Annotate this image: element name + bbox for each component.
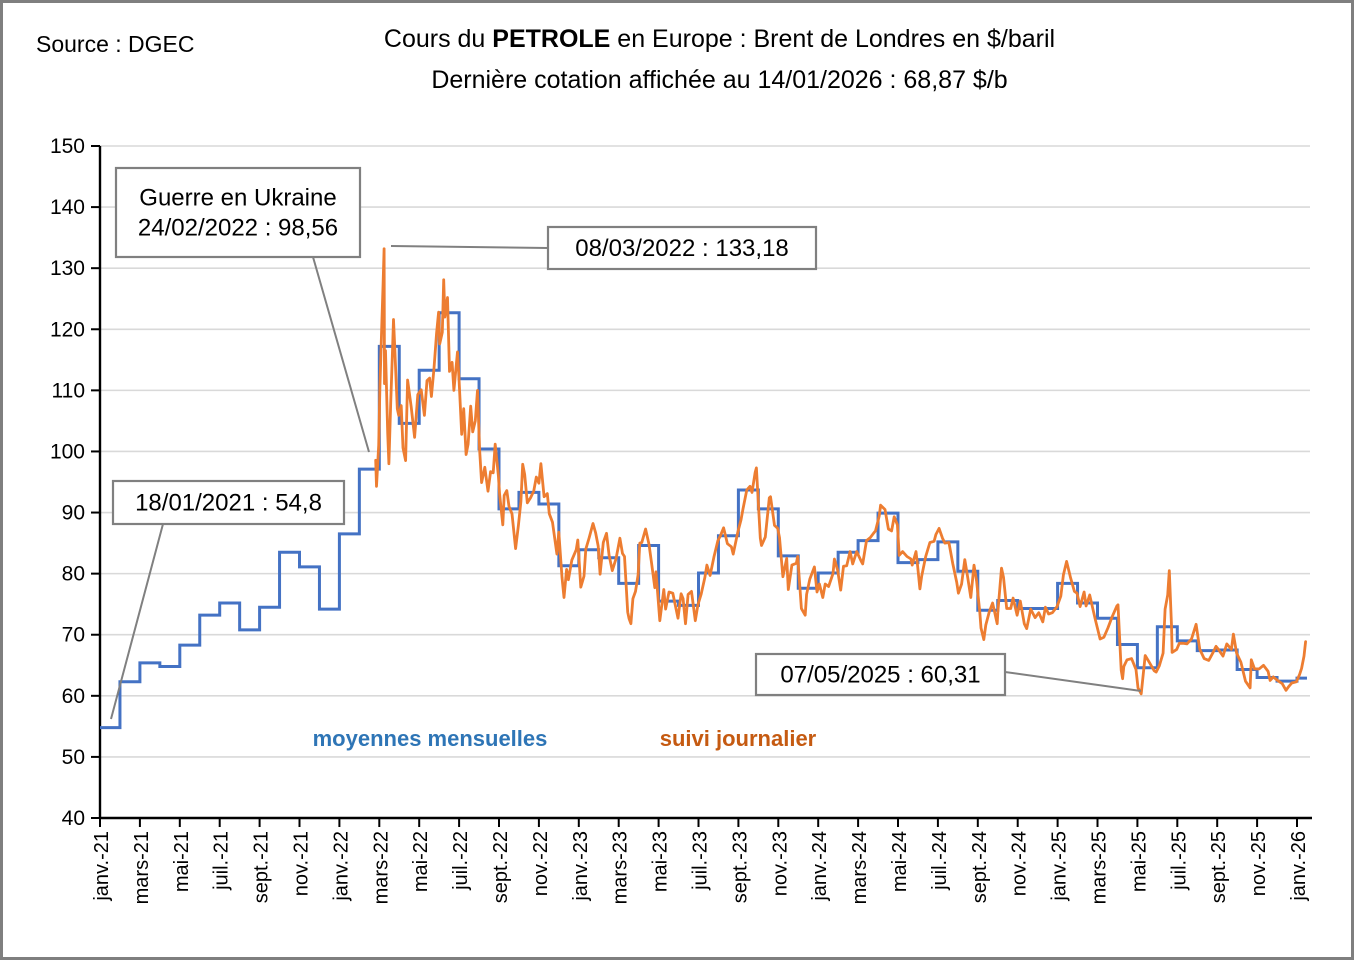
x-axis-tick-label: juil.-21 (211, 831, 233, 891)
title-prefix: Cours du (383, 25, 493, 53)
annotation-box (111, 479, 346, 526)
y-axis-tick-label: 50 (62, 746, 85, 769)
annotation-leader-ukraine (312, 256, 370, 453)
legend-label-monthly: moyennes mensuelles (313, 726, 548, 751)
y-axis-tick-label: 140 (50, 196, 85, 219)
x-axis-tick-label: mai-25 (1128, 831, 1150, 892)
annotation-box (546, 225, 818, 271)
x-axis-tick-label: mars-21 (131, 831, 153, 904)
chart-title: Cours du PETROLE en Europe : Brent de Lo… (98, 27, 1341, 52)
annotation-box (114, 166, 362, 259)
price-chart: 40 50 60 70 80 90 100 110 120 130 140 150 janv.-21 ma… (50, 135, 1312, 904)
x-axis-tick-label: sept.-22 (490, 831, 512, 903)
annotation-text: Guerre en Ukraine (139, 185, 336, 212)
annotation-leader-low-2025 (1004, 671, 1142, 692)
annotation-leader-start-2021 (110, 523, 164, 720)
source-label: Source : DGEC (36, 31, 195, 57)
title-block: Cours du PETROLE en Europe : Brent de Lo… (98, 27, 1341, 95)
x-axis-tick-label: janv.-23 (570, 831, 592, 902)
x-axis-tick-label: janv.-26 (1288, 831, 1310, 902)
x-axis-tick-label: mai-22 (410, 831, 432, 892)
title-bold: PETROLE (492, 25, 611, 53)
y-axis-tick-label: 40 (62, 807, 85, 830)
annotation-text: 18/01/2021 : 54,8 (135, 490, 322, 517)
annotation-low-2025: 07/05/2025 : 60,31 (754, 652, 1007, 697)
x-axis-tick-label: mars-24 (849, 831, 871, 904)
annotation-box (754, 652, 1007, 697)
y-axis-tick-label: 100 (50, 440, 85, 463)
annotation-text: 08/03/2022 : 133,18 (575, 235, 789, 262)
axes: 40 50 60 70 80 90 100 110 120 130 140 150 janv.-21 ma… (50, 135, 1312, 904)
x-axis-tick-label: mars-23 (610, 831, 632, 904)
x-axis-tick-label: mai-21 (171, 831, 193, 892)
x-axis-tick-label: sept.-25 (1208, 831, 1230, 903)
annotation-start-2021: 18/01/2021 : 54,8 (111, 479, 346, 526)
x-axis-tick-label: nov.-25 (1248, 831, 1270, 896)
x-axis-tick-label: mars-22 (370, 831, 392, 904)
y-axis-tick-label: 130 (50, 257, 85, 280)
y-axis-tick-label: 120 (50, 318, 85, 341)
x-axis-tick-label: juil.-22 (450, 831, 472, 891)
x-axis-tick-label: sept.-23 (729, 831, 751, 903)
annotation-text: 07/05/2025 : 60,31 (780, 662, 980, 689)
x-axis-tick-label: janv.-24 (809, 831, 831, 902)
x-axis-tick-label: janv.-25 (1049, 831, 1071, 902)
y-axis-tick-label: 90 (62, 502, 85, 525)
x-axis-tick-label: mars-25 (1089, 831, 1111, 904)
x-axis-tick-label: janv.-21 (91, 831, 113, 902)
x-axis-tick-label: nov.-22 (530, 831, 552, 896)
x-axis-tick-label: nov.-24 (1009, 831, 1031, 896)
y-axis-tick-label: 60 (62, 685, 85, 708)
x-axis-tick-label: nov.-23 (769, 831, 791, 896)
x-axis-tick-label: juil.-25 (1168, 831, 1190, 891)
y-axis-tick-label: 110 (52, 379, 85, 402)
annotation-text: 24/02/2022 : 98,56 (138, 214, 338, 241)
chart-subtitle: Dernière cotation affichée au 14/01/2026… (431, 66, 1008, 94)
daily-price-series (374, 247, 1307, 696)
annotation-leader-peak-2022 (390, 245, 549, 249)
title-suffix: en Europe : Brent de Londres en $/baril (610, 25, 1056, 53)
y-axis-tick-label: 70 (62, 624, 85, 647)
x-axis-tick-label: nov.-21 (291, 831, 313, 896)
annotation-peak-2022: 08/03/2022 : 133,18 (546, 225, 818, 271)
x-axis-tick-label: sept.-21 (251, 831, 273, 903)
x-axis-tick-label: mai-24 (889, 831, 911, 892)
legend-label-daily: suivi journalier (660, 726, 817, 751)
x-axis-tick-label: sept.-24 (969, 831, 991, 903)
x-axis-tick-label: janv.-22 (330, 831, 352, 902)
x-axis-tick-label: juil.-24 (929, 831, 951, 891)
x-axis-tick-label: juil.-23 (690, 831, 712, 891)
y-axis-tick-label: 150 (50, 135, 85, 158)
y-axis-tick-label: 80 (62, 563, 85, 586)
x-axis-tick-label: mai-23 (650, 831, 672, 892)
